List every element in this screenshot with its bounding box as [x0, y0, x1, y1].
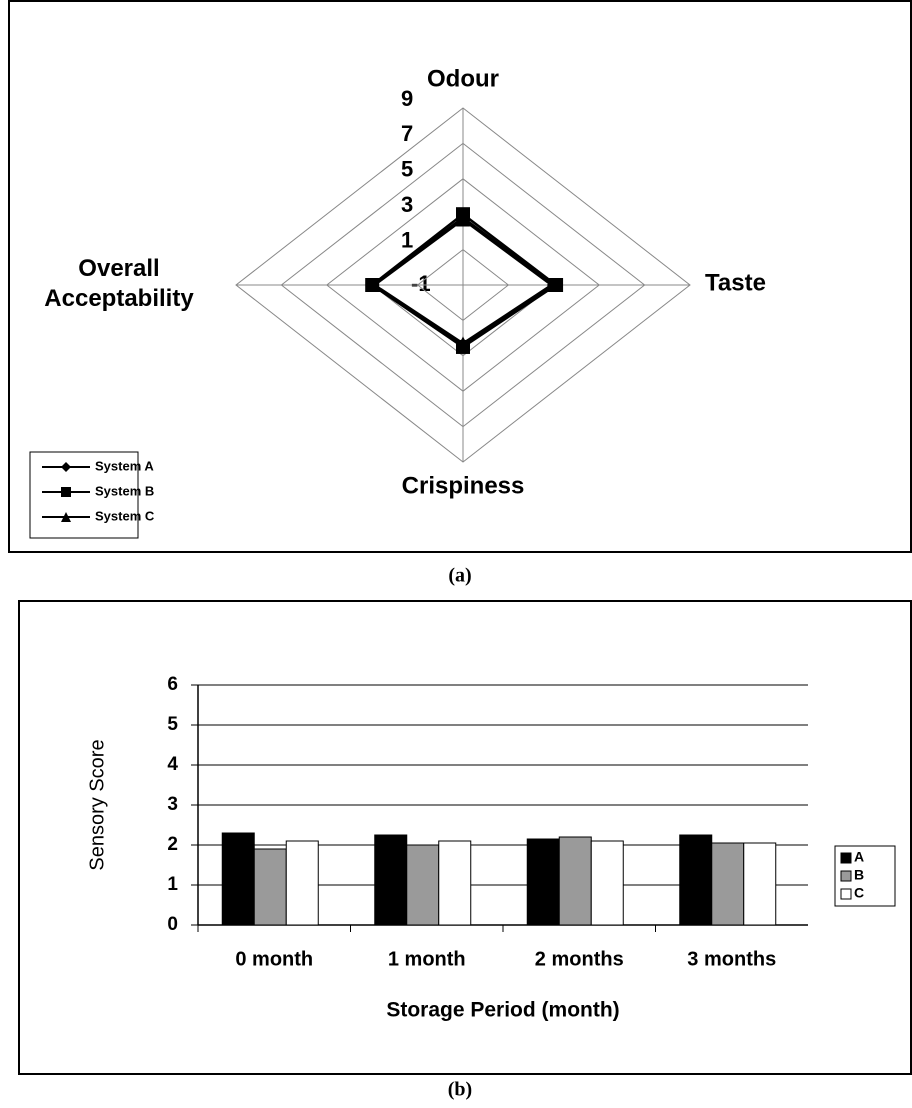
bar [558, 836, 592, 926]
legend-label: System A [95, 458, 154, 473]
marker [544, 278, 559, 292]
axis-label: Crispiness [402, 472, 525, 499]
tick-label: 1 [401, 227, 413, 252]
axis-label: Overall Acceptability [44, 255, 194, 312]
tick-label: 9 [401, 86, 413, 111]
x-tick-label: 1 month [388, 948, 466, 970]
legend-label: C [854, 885, 864, 901]
axis-label: Taste [705, 269, 766, 296]
y-tick-label: 0 [167, 914, 178, 935]
caption: (a) [448, 565, 471, 587]
bar [438, 840, 472, 926]
bar [221, 832, 255, 926]
bar [711, 842, 745, 926]
bar [526, 838, 560, 926]
legend-swatch [840, 888, 852, 900]
legend-label: System B [95, 483, 154, 498]
x-tick-label: 2 months [535, 948, 624, 970]
caption: (b) [448, 1079, 472, 1101]
marker [456, 336, 470, 351]
axis-label: Odour [427, 65, 499, 92]
x-axis-label: Storage Period (month) [386, 999, 619, 1022]
tick-label: -1 [411, 271, 431, 296]
panel-b-frame [18, 600, 912, 1075]
legend-label: B [854, 867, 864, 883]
y-axis-label: Sensory Score [86, 739, 108, 870]
tick-label: 7 [401, 121, 413, 146]
marker [367, 278, 382, 292]
x-tick-label: 0 month [235, 948, 313, 970]
marker [456, 212, 470, 227]
bar [590, 840, 624, 926]
legend-swatch [840, 852, 852, 864]
legend-box [834, 845, 896, 907]
y-tick-label: 5 [167, 714, 178, 735]
marker [61, 487, 71, 497]
bar [374, 834, 408, 926]
bar [285, 840, 319, 926]
y-tick-label: 3 [167, 794, 178, 815]
series-line [370, 212, 559, 349]
bar [679, 834, 713, 926]
y-tick-label: 4 [167, 754, 178, 775]
y-tick-label: 6 [167, 674, 178, 695]
bar [743, 842, 777, 926]
legend-label: System C [95, 508, 155, 523]
legend-swatch [840, 870, 852, 882]
legend-label: A [854, 849, 864, 865]
panel-a-frame [8, 0, 912, 553]
y-tick-label: 2 [167, 834, 178, 855]
x-tick-label: 3 months [687, 948, 776, 970]
marker [61, 462, 71, 472]
tick-label: 3 [401, 192, 413, 217]
legend-box [29, 451, 139, 539]
marker [61, 512, 71, 522]
bar [406, 844, 440, 926]
tick-label: 5 [401, 157, 413, 182]
bar [253, 848, 287, 926]
y-tick-label: 1 [167, 874, 178, 895]
